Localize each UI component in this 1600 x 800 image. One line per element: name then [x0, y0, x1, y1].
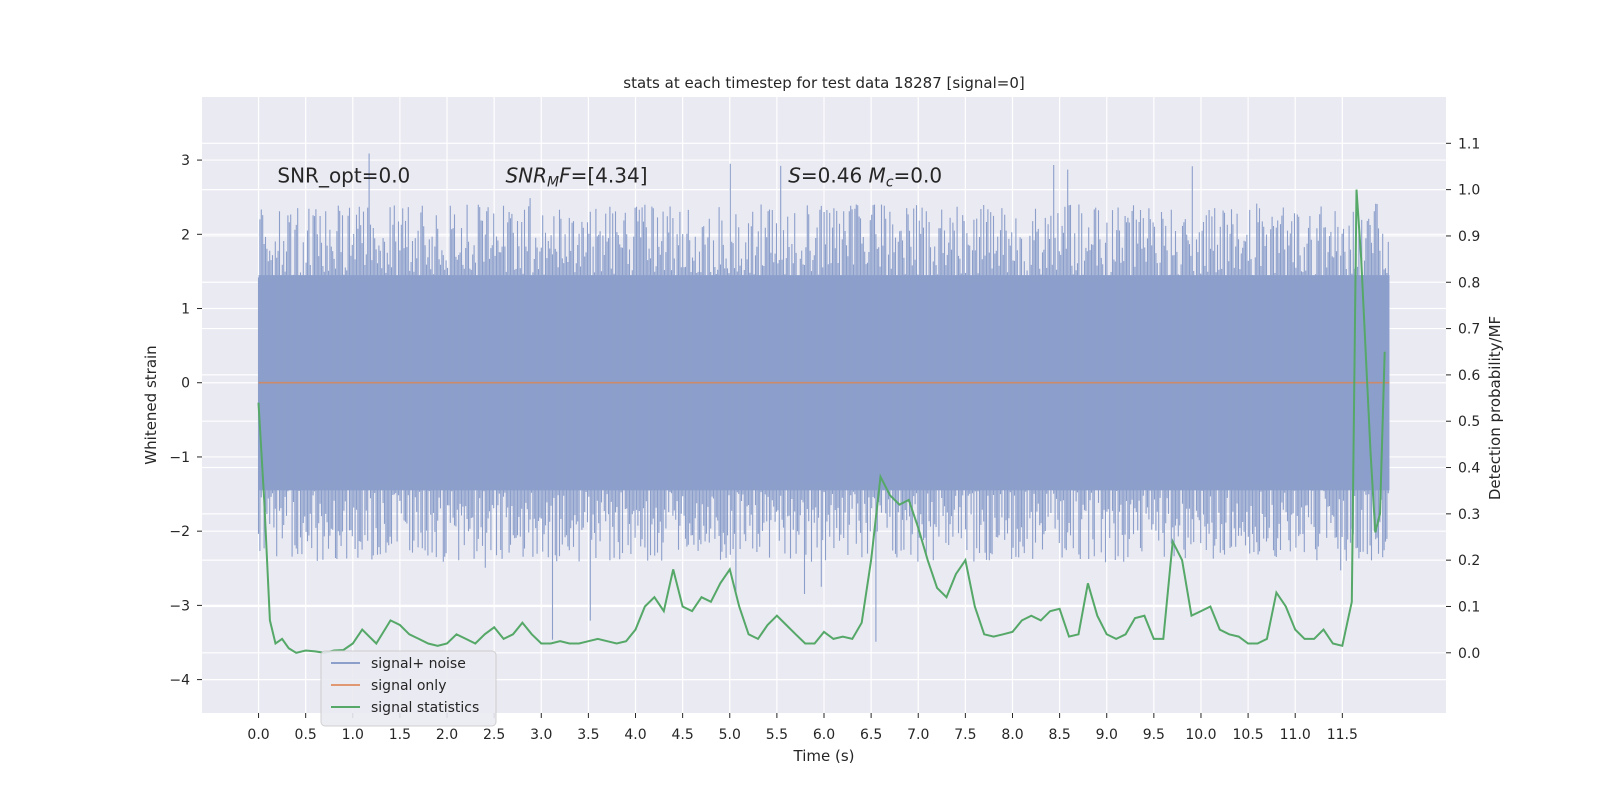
x-tick-label: 9.0 — [1096, 727, 1118, 743]
y-tick-label: 3 — [181, 153, 190, 169]
legend-box — [320, 650, 497, 727]
x-tick-label: 2.0 — [436, 727, 458, 743]
x-tick-label: 11.0 — [1280, 727, 1311, 743]
x-tick-label: 7.0 — [907, 727, 929, 743]
series-signal-statistics-line — [257, 189, 1386, 654]
y-tick-label: −3 — [169, 598, 190, 614]
y-tick-label: −2 — [169, 524, 190, 540]
y2-tick-label: 0.8 — [1458, 275, 1480, 291]
y-tick-label: 2 — [181, 227, 190, 243]
x-tick-label: 3.0 — [530, 727, 552, 743]
x-tick-label: 1.0 — [342, 727, 364, 743]
y2-tick-label: 0.7 — [1458, 322, 1480, 338]
x-tick-label: 6.5 — [860, 727, 882, 743]
series-lines — [257, 189, 1390, 654]
y2-tick-label: 0.3 — [1458, 507, 1480, 523]
y2-tick-label: 0.4 — [1458, 461, 1480, 477]
x-tick-label: 0.5 — [295, 727, 317, 743]
x-tick-label: 3.5 — [577, 727, 599, 743]
x-tick-label: 9.5 — [1143, 727, 1165, 743]
x-tick-label: 4.5 — [672, 727, 694, 743]
annotation-s-mc: S=0.46 Mc​=0.0 — [788, 163, 942, 190]
x-tick-label: 0.0 — [247, 727, 269, 743]
x-tick-label: 10.5 — [1233, 727, 1264, 743]
y2-tick-label: 0.1 — [1458, 599, 1480, 615]
y2-tick-label: 1.0 — [1458, 183, 1480, 199]
annotation-snr-opt: SNR_opt=0.0 — [277, 163, 410, 187]
legend-entry-1: signal only — [371, 678, 446, 694]
chart-title: stats at each timestep for test data 182… — [623, 74, 1024, 92]
x-tick-label: 4.0 — [624, 727, 646, 743]
x-tick-label: 8.0 — [1001, 727, 1023, 743]
y2-axis-label: Detection probability/MF — [1486, 316, 1504, 500]
x-tick-label: 6.0 — [813, 727, 835, 743]
ticks: 0.0 0.5 1.0 1.5 2.0 2.5 3.0 3.5 4.0 4.5 5.0 5.5 6.0 6… — [169, 136, 1480, 743]
x-tick-label: 7.5 — [954, 727, 976, 743]
y2-tick-label: 0.2 — [1458, 553, 1480, 569]
legend-entry-0: signal+ noise — [371, 656, 466, 672]
x-tick-label: 8.5 — [1048, 727, 1070, 743]
legend-entry-2: signal statistics — [371, 700, 479, 716]
x-tick-label: 10.0 — [1185, 727, 1216, 743]
x-tick-label: 5.5 — [766, 727, 788, 743]
y2-tick-label: 1.1 — [1458, 136, 1480, 152]
y2-tick-label: 0.0 — [1458, 646, 1480, 662]
x-tick-label: 5.0 — [719, 727, 741, 743]
y-tick-label: 0 — [181, 376, 190, 392]
y-tick-label: −4 — [169, 673, 190, 689]
y-axis-label: Whitened strain — [142, 345, 160, 464]
x-axis-label: Time (s) — [793, 747, 855, 765]
legend: signal+ noise signal only signal statistic… — [320, 650, 497, 727]
x-tick-label: 2.5 — [483, 727, 505, 743]
y-tick-label: 1 — [181, 302, 190, 318]
x-tick-label: 11.5 — [1327, 727, 1358, 743]
x-tick-label: 1.5 — [389, 727, 411, 743]
annotations: SNR_opt=0.0 SNRM​F=[4.34] S=0.46 Mc​=0.0 — [277, 163, 942, 190]
y-tick-label: −1 — [169, 450, 190, 466]
annotation-snr-mf: SNRM​F=[4.34] — [505, 163, 647, 190]
y2-tick-label: 0.6 — [1458, 368, 1480, 384]
y2-tick-label: 0.9 — [1458, 229, 1480, 245]
y2-tick-label: 0.5 — [1458, 414, 1480, 430]
